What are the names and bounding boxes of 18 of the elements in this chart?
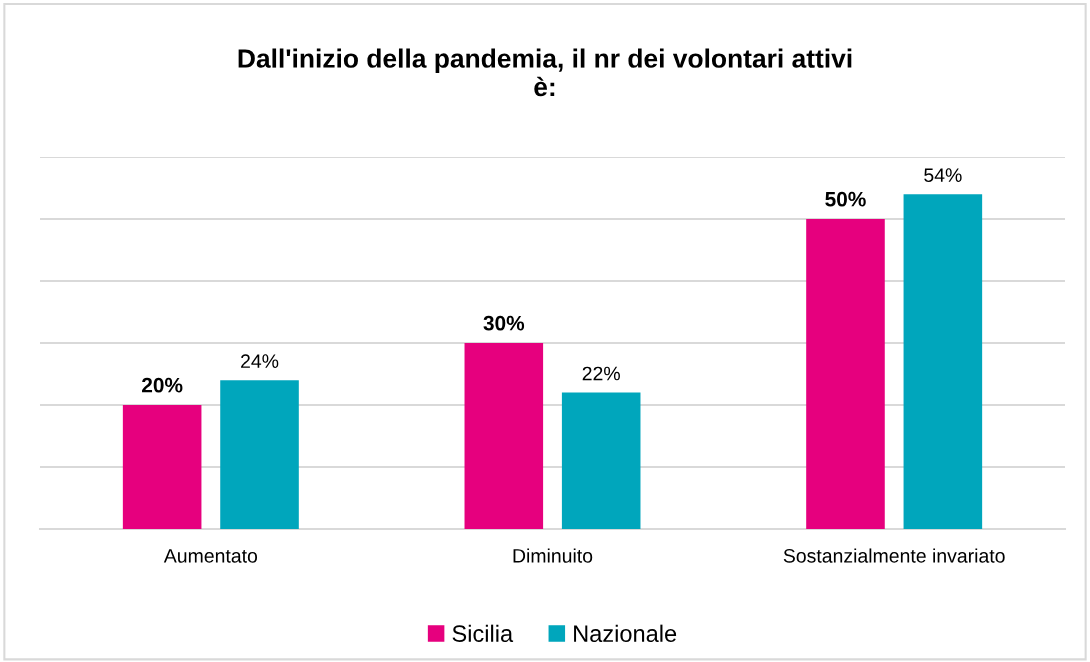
legend-label: Nazionale xyxy=(574,624,677,642)
bar xyxy=(220,380,299,529)
data-label: 24% xyxy=(241,354,279,368)
x-tick-label: Aumentato xyxy=(163,549,258,563)
data-label: 50% xyxy=(825,191,866,207)
legend-label: Sicilia xyxy=(452,624,514,642)
bar xyxy=(903,194,983,529)
data-label: 20% xyxy=(142,377,183,393)
chart-title: Dall'inizio della pandemia, il nr dei volontari attivi è: xyxy=(238,48,852,97)
data-label: 30% xyxy=(483,315,525,331)
x-tick-label: Sostanzialmente invariato xyxy=(783,548,1005,563)
bar xyxy=(806,219,885,529)
bar xyxy=(561,392,641,529)
data-label: 54% xyxy=(924,168,962,183)
data-label: 22% xyxy=(582,366,620,381)
x-tick-label: Diminuito xyxy=(513,548,593,563)
bar xyxy=(464,343,544,529)
bar xyxy=(122,405,202,529)
